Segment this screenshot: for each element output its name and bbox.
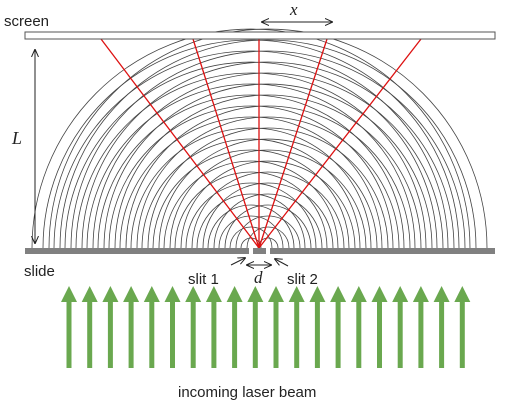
wavefront-slit1-ring-12: [119, 116, 383, 249]
laser-beam-arrows: [61, 286, 471, 368]
wavefront-slit1-ring-9: [152, 149, 350, 249]
wavefront-slit2-ring-4: [224, 204, 312, 249]
screen-bar: [24, 31, 496, 40]
wavefront-slit1-ring-15: [86, 83, 416, 249]
l-label: L: [11, 128, 22, 148]
beam-arrow-5: [143, 286, 160, 368]
ray-2: [192, 38, 260, 249]
wavefront-slit2-ring-16: [92, 72, 444, 249]
beam-arrow-10: [247, 286, 264, 368]
wavefront-slit2-ring-13: [125, 105, 411, 249]
ray-5: [258, 38, 422, 249]
d-label: d: [254, 268, 263, 287]
beam-arrow-18: [412, 286, 429, 368]
wavefront-slit1-ring-14: [97, 94, 405, 249]
wavefront-slit2-ring-12: [136, 116, 400, 249]
wavefront-slit1-ring-17: [64, 61, 438, 249]
wavefront-slit2-ring-6: [202, 182, 334, 249]
wavefront-slit2-ring-11: [147, 127, 389, 249]
wavefront-slit1-ring-4: [207, 204, 295, 249]
wavefront-slit2-ring-20: [48, 28, 488, 249]
wavefront-slit2-ring-19: [59, 39, 477, 249]
wavefront-slit2-ring-10: [158, 138, 378, 249]
beam-arrow-20: [454, 286, 471, 368]
wavefront-slit1-ring-18: [53, 50, 449, 249]
wavefront-slit2-ring-18: [70, 50, 466, 249]
screen-label: screen: [4, 13, 49, 30]
ray-4: [258, 38, 328, 249]
wavefront-slit2-ring-7: [191, 171, 345, 249]
slide-bar: [25, 248, 495, 254]
beam-arrow-6: [164, 286, 181, 368]
wavefront-slit2-ring-14: [114, 94, 422, 249]
wavefront-slit2-ring-5: [213, 193, 323, 249]
wavefront-slit2-ring-8: [180, 160, 356, 249]
beam-arrow-13: [309, 286, 326, 368]
interference-rays: [100, 38, 422, 249]
wavefront-slit2-ring-9: [169, 149, 367, 249]
wavefronts: [31, 28, 488, 249]
wavefront-slit1-ring-11: [130, 127, 372, 249]
x-label: x: [289, 0, 298, 19]
slit-2-label: slit 2: [287, 271, 318, 288]
beam-arrow-4: [123, 286, 140, 368]
wavefront-slit2-ring-3: [235, 215, 301, 249]
beam-arrow-8: [205, 286, 222, 368]
beam-arrow-2: [81, 286, 98, 368]
beam-arrow-17: [392, 286, 409, 368]
ray-1: [100, 38, 260, 249]
slit-1-label: slit 1: [188, 271, 219, 288]
wavefront-slit1-ring-5: [196, 193, 306, 249]
slide-label: slide: [24, 263, 55, 280]
wavefront-slit1-ring-19: [42, 39, 460, 249]
wavefront-slit1-ring-3: [218, 215, 284, 249]
wavefront-slit2-ring-15: [103, 83, 433, 249]
beam-arrow-1: [61, 286, 77, 368]
beam-arrow-19: [433, 286, 450, 368]
wavefront-slit1-ring-16: [75, 72, 427, 249]
beam-arrow-11: [268, 286, 284, 368]
wavefront-slit1-ring-8: [163, 160, 339, 249]
wavefront-slit1-ring-20: [31, 28, 471, 249]
beam-arrow-15: [350, 286, 367, 368]
slit-1-gap: [249, 247, 253, 255]
wavefront-slit1-ring-10: [141, 138, 361, 249]
beam-arrow-12: [288, 286, 305, 368]
beam-arrow-16: [371, 286, 388, 368]
beam-label: incoming laser beam: [178, 384, 316, 401]
wavefront-slit1-ring-2: [229, 226, 273, 249]
slit-2-pointer: [275, 259, 289, 267]
beam-arrow-7: [185, 286, 202, 368]
wavefront-slit1-ring-6: [185, 182, 317, 249]
beam-arrow-9: [226, 286, 243, 368]
wavefront-slit1-ring-7: [174, 171, 328, 249]
wavefront-slit2-ring-2: [246, 226, 290, 249]
beam-arrow-3: [102, 286, 119, 368]
beam-arrow-14: [330, 286, 347, 368]
slit-2-gap: [266, 247, 270, 255]
slit-1-pointer: [230, 258, 245, 266]
wavefront-slit1-ring-13: [108, 105, 394, 249]
wavefront-slit2-ring-17: [81, 61, 455, 249]
